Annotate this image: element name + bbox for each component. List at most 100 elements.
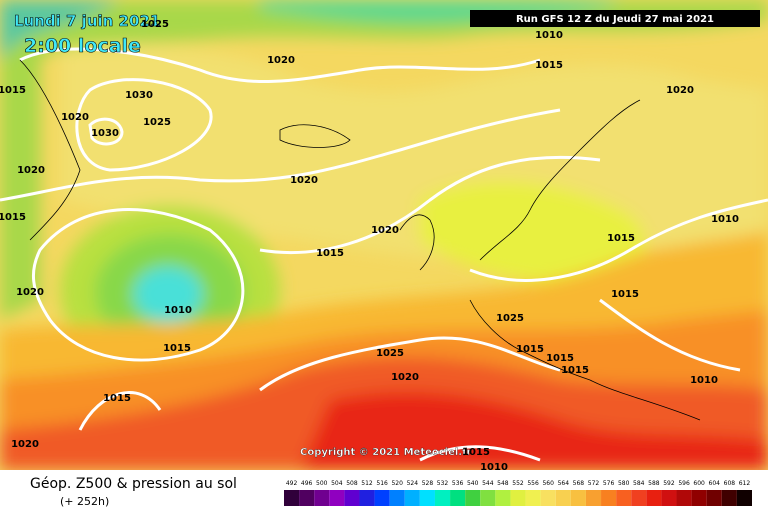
isobar-label: 1020 bbox=[391, 372, 419, 383]
isobar-label: 1015 bbox=[163, 343, 191, 354]
scale-swatch bbox=[510, 490, 526, 506]
scale-label: 496 bbox=[301, 480, 313, 487]
scale-label: 596 bbox=[678, 480, 690, 487]
scale-swatch bbox=[284, 490, 300, 506]
scale-swatch bbox=[344, 490, 360, 506]
scale-label: 572 bbox=[588, 480, 600, 487]
scale-label: 564 bbox=[558, 480, 570, 487]
scale-label: 504 bbox=[331, 480, 343, 487]
isobar-label: 1020 bbox=[61, 112, 89, 123]
isobar-label: 1010 bbox=[690, 375, 718, 386]
scale-swatch bbox=[419, 490, 435, 506]
isobar-label: 1025 bbox=[143, 117, 171, 128]
scale-label: 528 bbox=[422, 480, 434, 487]
scale-label: 612 bbox=[739, 480, 751, 487]
scale-label: 500 bbox=[316, 480, 328, 487]
isobar-label: 1015 bbox=[103, 393, 131, 404]
scale-label: 516 bbox=[376, 480, 388, 487]
scale-label: 592 bbox=[663, 480, 675, 487]
scale-swatch bbox=[480, 490, 496, 506]
scale-label: 536 bbox=[452, 480, 464, 487]
isobar-label: 1030 bbox=[125, 90, 153, 101]
scale-swatch bbox=[314, 490, 330, 506]
isobar-label: 1025 bbox=[376, 348, 404, 359]
scale-label: 588 bbox=[648, 480, 660, 487]
local-time: 2:00 locale bbox=[24, 35, 141, 57]
scale-label: 512 bbox=[361, 480, 373, 487]
scale-swatch bbox=[721, 490, 737, 506]
scale-swatch bbox=[570, 490, 586, 506]
lead-time: (+ 252h) bbox=[60, 495, 109, 508]
scale-label: 524 bbox=[407, 480, 419, 487]
isobar-label: 1015 bbox=[611, 289, 639, 300]
scale-label: 532 bbox=[437, 480, 449, 487]
scale-label: 520 bbox=[391, 480, 403, 487]
scale-label: 580 bbox=[618, 480, 630, 487]
isobar-label: 1015 bbox=[0, 85, 26, 96]
scale-swatch bbox=[601, 490, 617, 506]
isobar-label: 1015 bbox=[561, 365, 589, 376]
scale-swatch bbox=[736, 490, 752, 506]
color-scale: 492 496 500 504 508 512 516 520 524 528 532 536 540 5… bbox=[284, 480, 752, 506]
scale-swatch bbox=[525, 490, 541, 506]
isobar-label: 1020 bbox=[16, 287, 44, 298]
isobar-label: 1015 bbox=[0, 212, 26, 223]
isobar-label: 1010 bbox=[164, 305, 192, 316]
scale-swatch bbox=[691, 490, 707, 506]
scale-label: 548 bbox=[497, 480, 509, 487]
scale-swatch bbox=[661, 490, 677, 506]
isobar-label: 1025 bbox=[141, 19, 169, 30]
isobar-label: 1015 bbox=[516, 344, 544, 355]
copyright: Copyright © 2021 Meteociel.fr bbox=[300, 447, 471, 458]
isobar-label: 1020 bbox=[11, 439, 39, 450]
scale-label: 544 bbox=[482, 480, 494, 487]
run-info: Run GFS 12 Z du Jeudi 27 mai 2021 bbox=[516, 14, 714, 25]
isobar-label: 1020 bbox=[17, 165, 45, 176]
isobar-label: 1020 bbox=[666, 85, 694, 96]
scale-swatch bbox=[299, 490, 315, 506]
height-field bbox=[0, 0, 768, 470]
run-info-box bbox=[470, 10, 760, 27]
isobar-label: 1015 bbox=[607, 233, 635, 244]
scale-label: 608 bbox=[724, 480, 736, 487]
isobar-label: 1030 bbox=[91, 128, 119, 139]
isobar-label: 1010 bbox=[535, 30, 563, 41]
scale-swatch bbox=[631, 490, 647, 506]
scale-swatch bbox=[374, 490, 390, 506]
isobar-label: 1015 bbox=[462, 447, 490, 458]
scale-swatch bbox=[540, 490, 556, 506]
scale-label: 568 bbox=[573, 480, 585, 487]
scale-swatch bbox=[616, 490, 632, 506]
isobar-label: 1015 bbox=[535, 60, 563, 71]
isobar-label: 1015 bbox=[546, 353, 574, 364]
scale-label: 556 bbox=[527, 480, 539, 487]
isobar-label: 1020 bbox=[371, 225, 399, 236]
scale-label: 560 bbox=[542, 480, 554, 487]
isobars bbox=[0, 47, 768, 462]
valid-date: Lundi 7 juin 2021 bbox=[14, 12, 160, 30]
scale-swatch bbox=[465, 490, 481, 506]
scale-label: 508 bbox=[346, 480, 358, 487]
scale-swatch bbox=[359, 490, 375, 506]
isobar-label: 1020 bbox=[267, 55, 295, 66]
scale-swatch bbox=[329, 490, 345, 506]
scale-label: 492 bbox=[286, 480, 298, 487]
scale-swatch bbox=[434, 490, 451, 506]
isobar-label: 1015 bbox=[316, 248, 344, 259]
scale-label: 584 bbox=[633, 480, 645, 487]
scale-swatch bbox=[404, 490, 420, 506]
coastlines bbox=[19, 59, 701, 421]
scale-swatch bbox=[450, 490, 466, 506]
isobar-label: 1020 bbox=[290, 175, 318, 186]
scale-label: 576 bbox=[603, 480, 615, 487]
scale-swatch bbox=[389, 490, 405, 506]
scale-swatch bbox=[646, 490, 662, 506]
scale-label: 540 bbox=[467, 480, 479, 487]
isobar-label: 1010 bbox=[711, 214, 739, 225]
scale-swatch bbox=[706, 490, 722, 506]
scale-swatch bbox=[585, 490, 602, 506]
scale-swatch bbox=[495, 490, 511, 506]
